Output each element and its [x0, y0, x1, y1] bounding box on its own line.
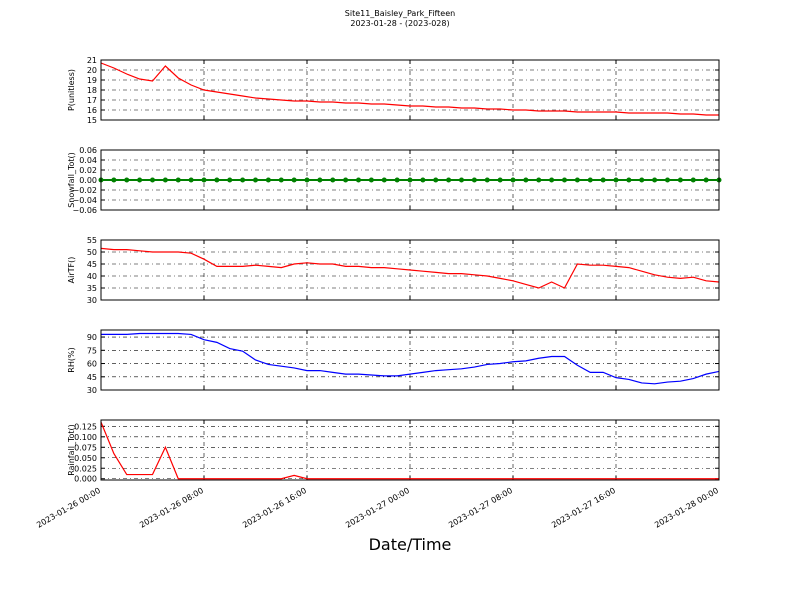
y-tick-label: −0.04: [72, 196, 97, 205]
data-point: [677, 177, 683, 183]
data-point: [433, 177, 439, 183]
data-point: [446, 177, 452, 183]
data-point: [703, 177, 709, 183]
y-tick-label: 20: [87, 66, 97, 75]
data-point: [278, 177, 284, 183]
data-point: [124, 177, 130, 183]
x-axis-label: Date/Time: [369, 535, 452, 554]
data-point: [497, 177, 503, 183]
y-tick-label: 45: [87, 260, 97, 269]
data-point: [356, 177, 361, 183]
y-tick-label: 60: [87, 360, 97, 369]
data-point: [304, 177, 310, 183]
y-tick-label: 55: [87, 236, 97, 245]
plot-frame: [100, 419, 720, 481]
y-axis-label: Snowfall_Tot(): [67, 152, 76, 208]
data-point: [690, 177, 696, 183]
data-point: [459, 177, 464, 183]
data-point: [188, 177, 194, 183]
y-tick-label: 0.02: [79, 166, 97, 175]
data-point: [162, 177, 168, 183]
data-point: [523, 177, 529, 183]
y-tick-label: 0.050: [74, 454, 97, 463]
y-tick-label: 19: [87, 76, 97, 85]
chart-title: Site11_Baisley_Park_Fifteen: [345, 9, 455, 18]
plot-frame: [100, 239, 720, 301]
data-point: [536, 177, 542, 183]
data-line: [100, 421, 719, 480]
y-tick-label: 21: [87, 56, 97, 65]
data-point: [484, 177, 490, 183]
y-tick-label: 0.075: [74, 443, 97, 452]
data-point: [381, 177, 387, 183]
y-tick-label: 16: [87, 106, 97, 115]
data-point: [175, 177, 181, 183]
y-tick-label: 40: [87, 272, 97, 281]
data-point: [562, 177, 567, 183]
y-tick-label: 50: [87, 248, 97, 257]
data-point: [394, 177, 400, 183]
y-axis-label: P(unitless): [67, 69, 76, 111]
data-point: [626, 177, 632, 183]
data-point: [420, 177, 426, 183]
y-tick-label: 0.00: [79, 176, 97, 185]
data-line: [100, 247, 720, 289]
y-tick-label: 75: [87, 346, 97, 355]
data-point: [111, 177, 117, 183]
chart-subtitle: 2023-01-28 - (2023-028): [350, 19, 449, 28]
y-tick-label: 17: [87, 96, 97, 105]
y-tick-label: −0.02: [72, 186, 97, 195]
y-tick-label: 0.000: [74, 475, 97, 484]
data-point: [343, 177, 349, 183]
y-tick-label: 0.100: [74, 433, 97, 442]
data-point: [291, 177, 297, 183]
data-point: [253, 177, 258, 183]
y-axis-label: RH(%): [67, 347, 76, 372]
data-point: [407, 177, 413, 183]
y-tick-label: 0.04: [79, 156, 97, 165]
data-point: [639, 177, 645, 183]
data-point: [201, 177, 207, 183]
plot-frame: [100, 329, 720, 391]
data-point: [240, 177, 246, 183]
data-point: [587, 177, 593, 183]
y-tick-label: 0.06: [79, 146, 97, 155]
data-point: [214, 177, 220, 183]
data-point: [652, 177, 658, 183]
data-point: [613, 177, 619, 183]
y-tick-label: 35: [87, 284, 97, 293]
plot-frame: [100, 59, 720, 121]
data-point: [317, 177, 323, 183]
data-line: [100, 62, 719, 116]
data-point: [471, 177, 477, 183]
data-point: [600, 177, 606, 183]
data-point: [549, 177, 555, 183]
y-tick-label: 30: [87, 386, 97, 395]
data-point: [665, 177, 670, 183]
y-tick-label: −0.06: [72, 206, 97, 215]
y-axis-label: Rainfall_Tot(): [67, 424, 76, 476]
data-point: [137, 177, 143, 183]
y-tick-label: 90: [87, 333, 97, 342]
data-point: [150, 177, 155, 183]
data-point: [574, 177, 580, 183]
y-tick-label: 0.125: [74, 422, 97, 431]
data-point: [227, 177, 233, 183]
plot-frame: [100, 149, 720, 211]
data-line: [101, 332, 720, 385]
y-axis-label: AirTF(): [67, 257, 76, 284]
y-tick-label: 18: [87, 86, 97, 95]
data-point: [330, 177, 336, 183]
data-point: [510, 177, 516, 183]
y-tick-label: 45: [87, 373, 97, 382]
y-tick-label: 30: [87, 296, 97, 305]
y-tick-label: 0.025: [74, 464, 97, 473]
data-point: [265, 177, 271, 183]
data-point: [368, 177, 374, 183]
y-tick-label: 15: [87, 116, 97, 125]
